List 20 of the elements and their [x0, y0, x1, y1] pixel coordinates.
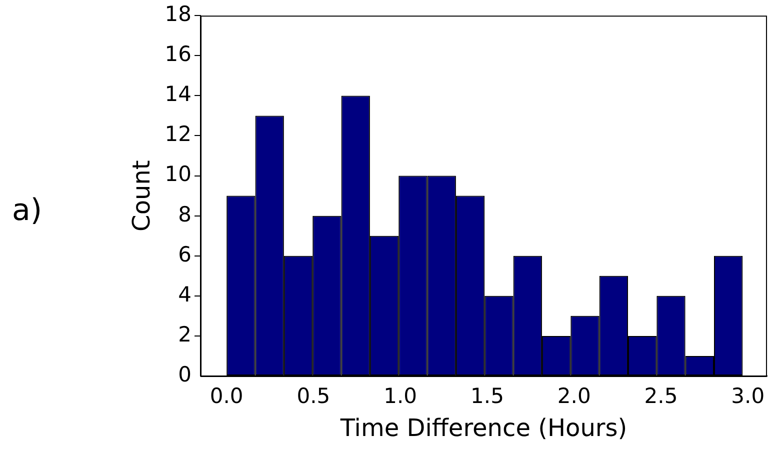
- x-tick-label: 3.0: [731, 384, 765, 408]
- y-tick-label: 4: [178, 282, 192, 306]
- text: a): [12, 192, 42, 228]
- x-axis-title: Time Difference (Hours): [339, 414, 628, 442]
- x-tick-label: 0.5: [296, 384, 330, 408]
- y-tick-label: 2: [178, 322, 192, 346]
- y-tick-label: 0: [178, 362, 192, 386]
- x-tick-label: 1.5: [470, 384, 504, 408]
- x-tick-label: 0.0: [210, 384, 244, 408]
- x-tick-label: 1.0: [384, 384, 418, 408]
- x-tick-label: 2.5: [644, 384, 678, 408]
- y-tick-label: 18: [164, 2, 192, 26]
- x-tick-label: 2.0: [557, 384, 591, 408]
- y-tick-label: 10: [164, 162, 192, 186]
- y-tick-label: 12: [164, 122, 192, 146]
- y-tick-label: 6: [178, 242, 192, 266]
- y-axis-title: Count: [128, 160, 156, 232]
- y-tick-label: 14: [164, 82, 192, 106]
- y-tick-label: 8: [178, 202, 192, 226]
- y-tick-label: 16: [164, 42, 192, 66]
